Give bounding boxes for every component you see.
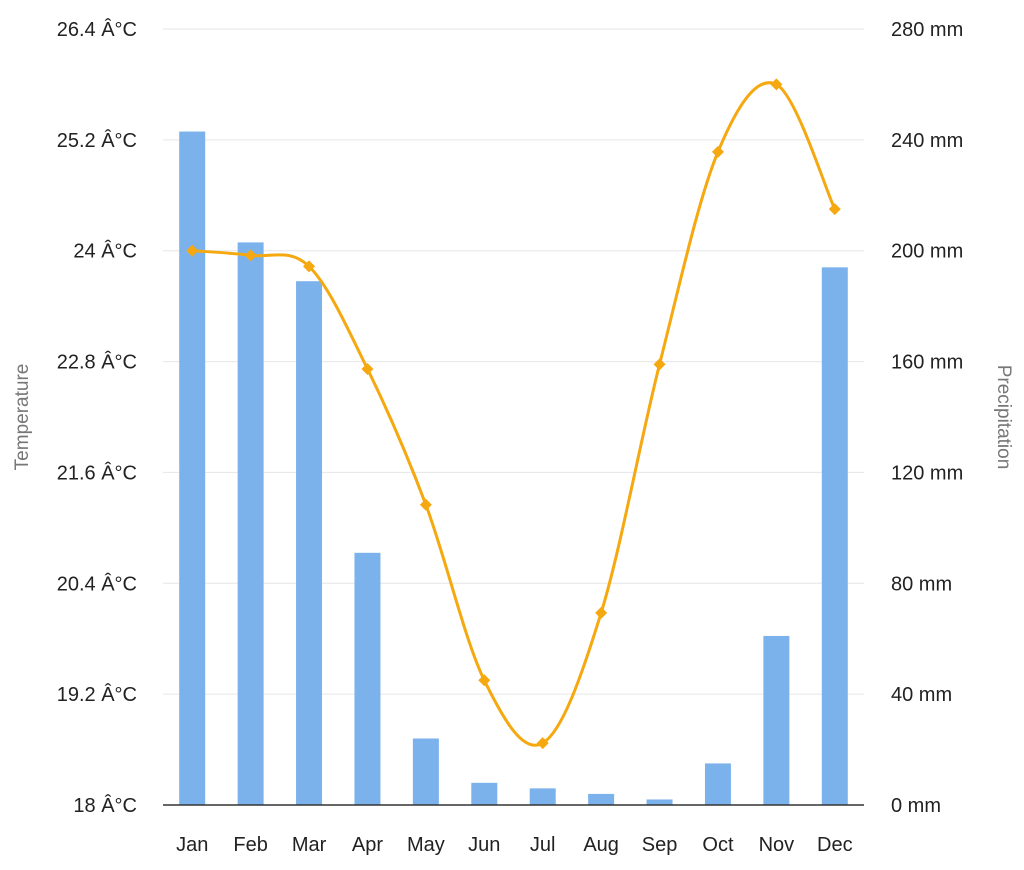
precip-bar-dec [821, 267, 848, 805]
right-axis-title: Precipitation [993, 365, 1014, 470]
left-axis-ticks: 26.4 Â°C 25.2 Â°C 24 Â°C 22.8 Â°C 21.6 Â°C 20… [57, 18, 137, 817]
temperature-line [192, 81, 837, 747]
temp-marker-aug [595, 606, 608, 619]
right-tick-label: 0 mm [891, 795, 941, 817]
right-tick-label: 160 mm [891, 352, 963, 374]
temp-marker-jun [478, 674, 491, 687]
left-tick-label: 18 Â°C [73, 794, 137, 817]
precip-bar-mar [296, 281, 323, 805]
x-axis-ticks: Jan Feb Mar Apr May Jun Jul Aug Sep Oct Nov Dec [176, 834, 852, 856]
x-tick-label: Aug [583, 834, 619, 856]
precip-bar-aug [588, 793, 615, 805]
right-axis-ticks: 280 mm 240 mm 200 mm 160 mm 120 mm 80 mm 40 mm… [891, 19, 963, 817]
x-tick-label: Apr [352, 834, 383, 856]
temp-marker-jan [186, 244, 199, 257]
precip-bar-apr [354, 552, 381, 805]
temp-marker-feb [244, 249, 257, 262]
right-tick-label: 280 mm [891, 19, 963, 41]
left-tick-label: 21.6 Â°C [57, 461, 137, 484]
temp-marker-jul [536, 737, 549, 750]
x-tick-label: Jul [530, 834, 556, 856]
left-tick-label: 22.8 Â°C [57, 351, 137, 374]
precip-bar-nov [763, 635, 790, 805]
temp-marker-mar [303, 260, 316, 273]
x-tick-label: Feb [233, 834, 267, 856]
right-tick-label: 80 mm [891, 573, 952, 595]
x-tick-label: Jun [468, 834, 500, 856]
x-tick-label: Jan [176, 834, 208, 856]
left-axis-title: Temperature [12, 364, 33, 471]
temp-marker-nov [770, 78, 783, 91]
temp-marker-may [419, 498, 432, 511]
temp-marker-sep [653, 358, 666, 371]
temp-marker-oct [711, 145, 724, 158]
temp-marker-dec [828, 203, 841, 216]
x-tick-label: Oct [702, 834, 734, 856]
x-tick-label: Mar [292, 834, 327, 856]
left-tick-label: 26.4 Â°C [57, 18, 137, 41]
left-tick-label: 25.2 Â°C [57, 129, 137, 152]
precip-bar-may [412, 738, 439, 805]
right-tick-label: 120 mm [891, 462, 963, 484]
temp-marker-apr [361, 362, 374, 375]
precip-bar-oct [704, 763, 731, 805]
right-tick-label: 240 mm [891, 130, 963, 152]
temperature-markers [186, 78, 841, 750]
precip-bar-sep [646, 799, 673, 805]
x-tick-label: Nov [759, 834, 795, 856]
left-tick-label: 19.2 Â°C [57, 683, 137, 706]
precip-bar-jul [529, 788, 556, 805]
precipitation-bars [179, 131, 848, 806]
left-tick-label: 24 Â°C [73, 240, 137, 263]
precip-bar-feb [237, 242, 264, 805]
gridlines [163, 28, 864, 695]
precip-bar-jan [179, 131, 206, 806]
x-tick-label: Sep [642, 834, 678, 856]
precip-bar-jun [471, 782, 498, 805]
right-tick-label: 40 mm [891, 684, 952, 706]
right-tick-label: 200 mm [891, 241, 963, 263]
x-tick-label: May [407, 834, 445, 856]
x-tick-label: Dec [817, 834, 853, 856]
left-tick-label: 20.4 Â°C [57, 572, 137, 595]
